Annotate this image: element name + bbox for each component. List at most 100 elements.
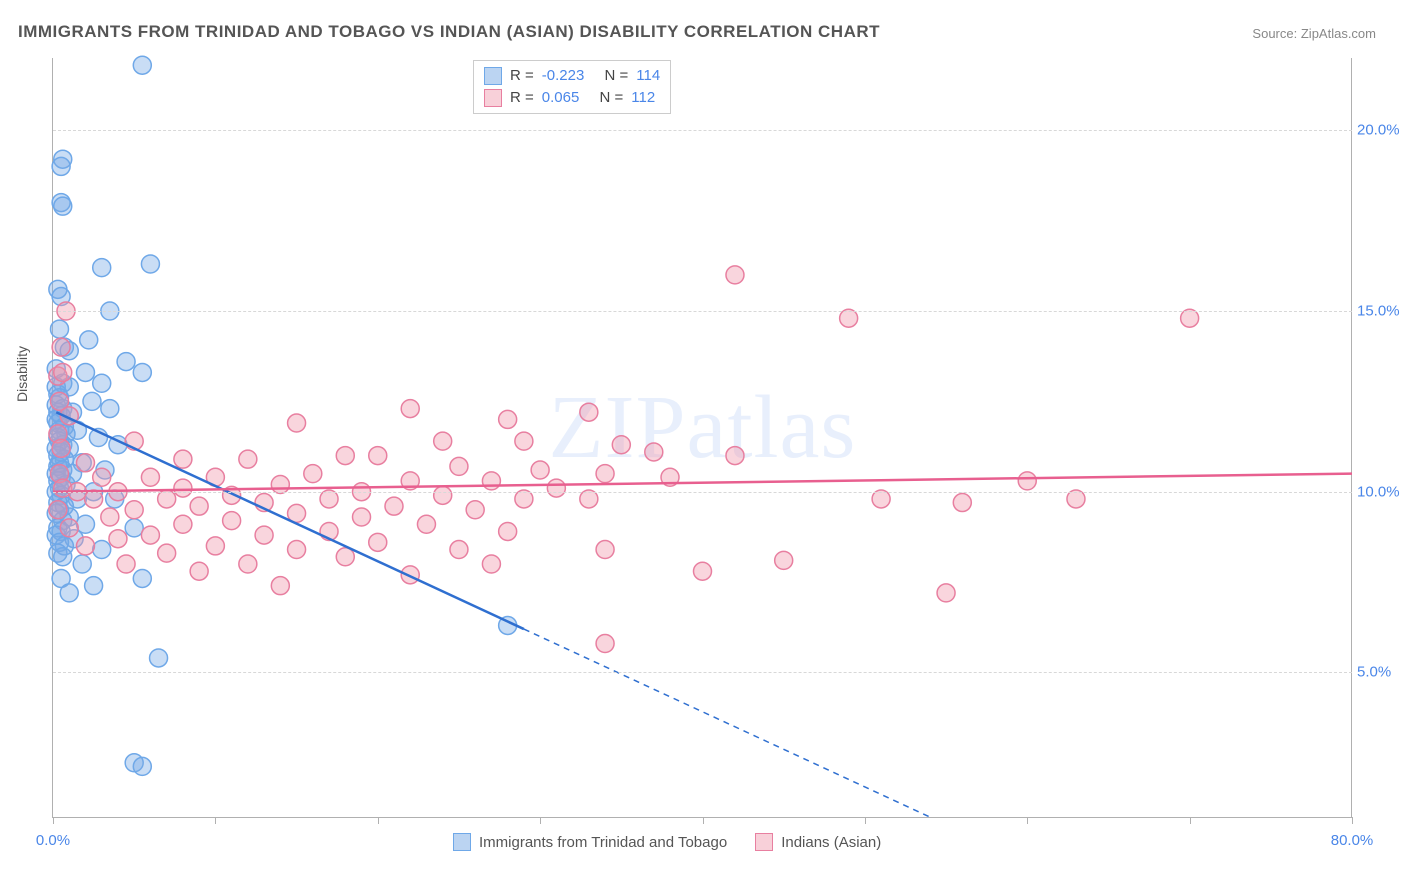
- data-point: [73, 555, 91, 573]
- legend-item: Immigrants from Trinidad and Tobago: [453, 833, 727, 851]
- data-point: [580, 403, 598, 421]
- plot-area: ZIPatlas R = -0.223 N = 114 R = 0.065 N …: [52, 58, 1352, 818]
- data-point: [52, 157, 70, 175]
- data-point: [547, 479, 565, 497]
- x-tick: [1027, 817, 1028, 824]
- data-point: [174, 450, 192, 468]
- data-point: [60, 584, 78, 602]
- data-point: [125, 519, 143, 537]
- data-point: [515, 432, 533, 450]
- data-point: [158, 544, 176, 562]
- data-point: [239, 450, 257, 468]
- data-point: [434, 432, 452, 450]
- source-value: ZipAtlas.com: [1301, 26, 1376, 41]
- data-point: [141, 255, 159, 273]
- x-tick: [540, 817, 541, 824]
- data-point: [482, 555, 500, 573]
- data-point: [369, 533, 387, 551]
- data-point: [401, 400, 419, 418]
- data-point: [953, 494, 971, 512]
- data-point: [93, 259, 111, 277]
- data-point: [1018, 472, 1036, 490]
- data-point: [596, 465, 614, 483]
- data-point: [401, 566, 419, 584]
- data-point: [499, 410, 517, 428]
- data-point: [190, 497, 208, 515]
- x-tick: [703, 817, 704, 824]
- legend-item-label: Indians (Asian): [781, 834, 881, 851]
- x-tick-label: 80.0%: [1331, 832, 1374, 849]
- legend-item: Indians (Asian): [755, 833, 881, 851]
- data-point: [50, 320, 68, 338]
- y-tick-label: 5.0%: [1357, 664, 1406, 681]
- data-point: [304, 465, 322, 483]
- data-point: [174, 515, 192, 533]
- x-tick: [1190, 817, 1191, 824]
- y-tick-label: 15.0%: [1357, 303, 1406, 320]
- x-tick: [53, 817, 54, 824]
- data-point: [174, 479, 192, 497]
- data-point: [125, 501, 143, 519]
- data-point: [141, 526, 159, 544]
- data-point: [76, 363, 94, 381]
- data-point: [482, 472, 500, 490]
- data-point: [52, 439, 70, 457]
- data-point: [596, 541, 614, 559]
- data-point: [54, 363, 72, 381]
- legend-swatch-icon: [755, 833, 773, 851]
- data-point: [141, 468, 159, 486]
- data-point: [117, 555, 135, 573]
- trend-line: [56, 412, 524, 629]
- plot-svg: [53, 58, 1352, 817]
- data-point: [694, 562, 712, 580]
- y-tick-label: 10.0%: [1357, 483, 1406, 500]
- data-point: [531, 461, 549, 479]
- data-point: [83, 392, 101, 410]
- data-point: [499, 522, 517, 540]
- data-point: [417, 515, 435, 533]
- data-point: [271, 577, 289, 595]
- y-axis-label: Disability: [14, 346, 30, 402]
- data-point: [466, 501, 484, 519]
- data-point: [206, 537, 224, 555]
- legend-swatch-icon: [453, 833, 471, 851]
- gridline: [53, 672, 1352, 673]
- data-point: [937, 584, 955, 602]
- data-point: [54, 548, 72, 566]
- data-point: [288, 541, 306, 559]
- data-point: [369, 447, 387, 465]
- data-point: [133, 757, 151, 775]
- data-point: [93, 374, 111, 392]
- data-point: [385, 497, 403, 515]
- data-point: [450, 457, 468, 475]
- data-point: [117, 353, 135, 371]
- data-point: [336, 447, 354, 465]
- gridline: [53, 492, 1352, 493]
- data-point: [52, 338, 70, 356]
- x-tick: [378, 817, 379, 824]
- x-tick: [1352, 817, 1353, 824]
- data-point: [775, 551, 793, 569]
- data-point: [596, 635, 614, 653]
- y-tick-label: 20.0%: [1357, 122, 1406, 139]
- data-point: [60, 519, 78, 537]
- data-point: [133, 56, 151, 74]
- data-point: [93, 541, 111, 559]
- data-point: [726, 266, 744, 284]
- data-point: [239, 555, 257, 573]
- data-point: [726, 447, 744, 465]
- trend-line-extrapolated: [524, 629, 930, 817]
- data-point: [80, 331, 98, 349]
- data-point: [101, 400, 119, 418]
- data-point: [612, 436, 630, 454]
- legend-item-label: Immigrants from Trinidad and Tobago: [479, 834, 727, 851]
- data-point: [76, 537, 94, 555]
- data-point: [255, 526, 273, 544]
- source-credit: Source: ZipAtlas.com: [1252, 26, 1376, 41]
- data-point: [190, 562, 208, 580]
- data-point: [353, 508, 371, 526]
- x-tick-label: 0.0%: [36, 832, 70, 849]
- data-point: [434, 486, 452, 504]
- x-tick: [865, 817, 866, 824]
- gridline: [53, 130, 1352, 131]
